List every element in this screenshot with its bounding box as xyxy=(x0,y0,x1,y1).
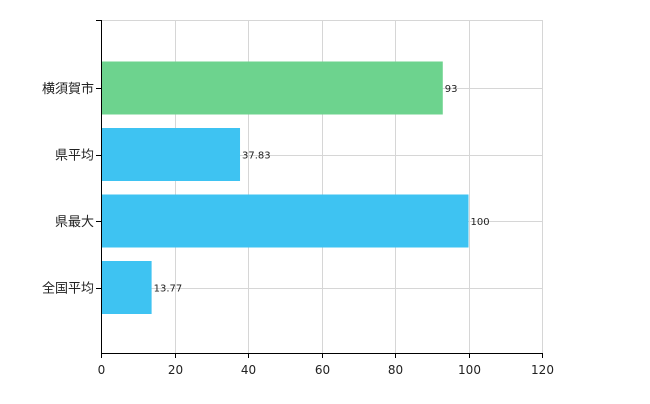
x-tick-label: 80 xyxy=(388,363,403,377)
axis-layer xyxy=(96,20,543,358)
y-category-label: 県平均 xyxy=(55,149,94,164)
y-category-label: 全国平均 xyxy=(42,281,94,297)
bar-value-label: 100 xyxy=(471,217,490,228)
bar-3 xyxy=(101,194,469,248)
x-tick-label: 100 xyxy=(458,363,481,377)
x-tick-label: 40 xyxy=(241,363,256,377)
bar-value-label: 37.83 xyxy=(242,151,271,162)
x-tick-label: 0 xyxy=(98,363,106,377)
x-tick-label: 20 xyxy=(168,363,183,377)
y-category-label: 県最大 xyxy=(55,215,94,230)
bar-1 xyxy=(101,61,443,115)
bar-4 xyxy=(101,261,152,314)
x-tick-label: 60 xyxy=(315,363,330,377)
y-category-label: 横須賀市 xyxy=(42,81,94,97)
label-layer: 0 20 40 60 80 100 120 横須賀市 93 県平均 37.83 県最大 100 全国平均 1… xyxy=(42,81,554,377)
x-tick-label: 120 xyxy=(531,363,554,377)
bar-value-label: 13.77 xyxy=(154,284,183,295)
bar-2 xyxy=(101,128,241,181)
bar-value-label: 93 xyxy=(445,84,458,95)
bar-layer xyxy=(101,61,469,314)
